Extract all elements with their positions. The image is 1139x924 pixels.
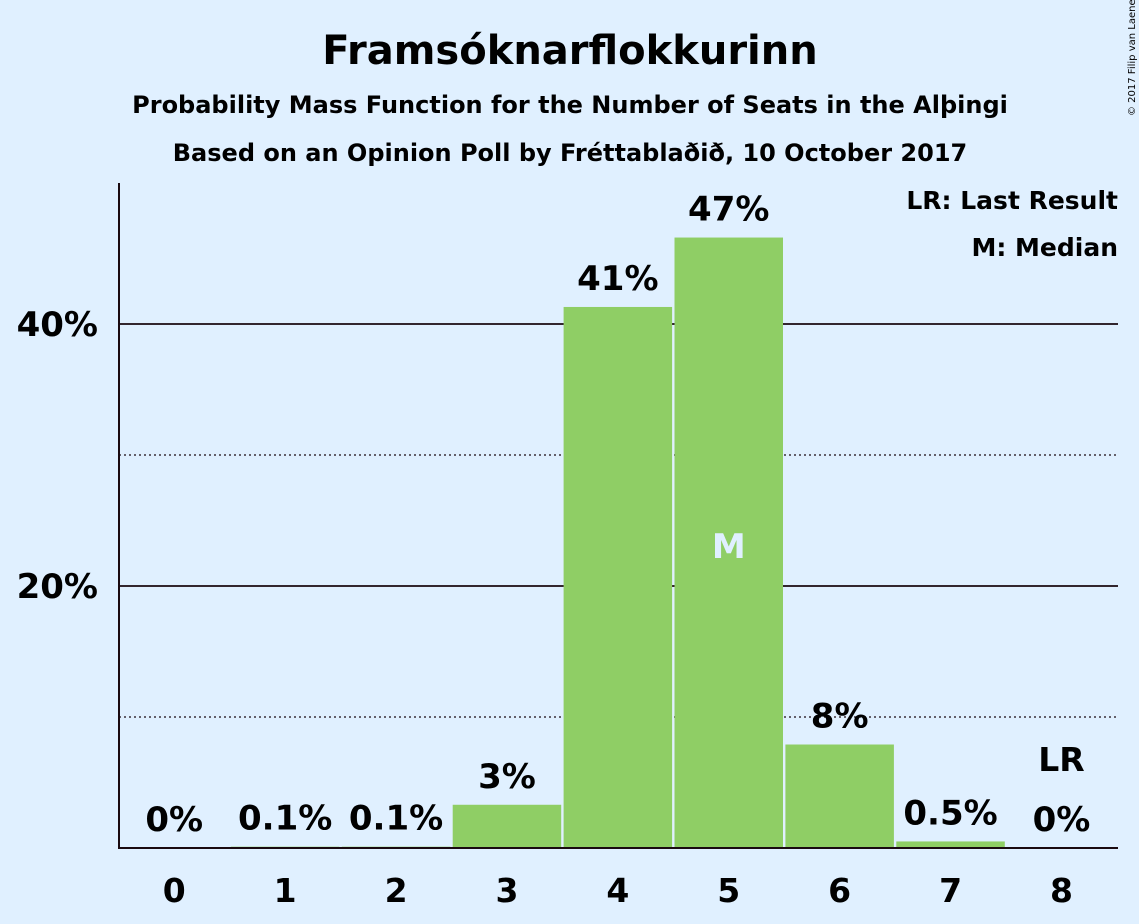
chart-title: Framsóknarflokkurinn [322,28,817,74]
chart-subtitle-source: Based on an Opinion Poll by Fréttablaðið… [173,139,967,167]
bars-layer [230,237,1005,849]
x-tick-label: 5 [717,871,740,910]
axes-layer: 20% 40% 0 1 2 3 4 5 6 7 8 [17,183,1118,910]
bar [785,744,894,848]
bar [452,804,562,848]
bar-value-label: 0.1% [349,799,443,839]
x-tick-label: 3 [495,871,518,910]
legend-entry: LR: Last Result [906,186,1118,215]
bar [563,306,673,849]
bar [896,841,1005,848]
y-tick-label: 40% [17,305,98,345]
bar-value-label: 47% [688,190,769,230]
chart-subtitle: Probability Mass Function for the Number… [132,91,1008,119]
legend-layer: LR: Last Result M: Median [906,186,1118,262]
bar-value-label: 0.5% [903,793,997,833]
x-tick-label: 0 [163,871,186,910]
bar-value-label: 41% [577,259,658,299]
labels-layer: 0% 0.1% 0.1% 3% 41% 47% 8% 0.5% 0% M LR [145,190,1090,840]
x-tick-label: 8 [1050,871,1073,910]
bar-value-label: 3% [478,757,536,797]
median-marker: M [712,527,746,567]
bar-value-label: 0.1% [238,799,332,839]
x-tick-label: 4 [606,871,629,910]
x-tick-label: 1 [274,871,297,910]
x-tick-label: 7 [939,871,962,910]
legend-entry: M: Median [971,233,1118,262]
y-tick-label: 20% [17,567,98,607]
bar-value-label: 8% [811,697,869,737]
bar [674,237,783,849]
bar-value-label: 0% [1033,800,1091,840]
bar-value-label: 0% [145,800,203,840]
copyright-text: © 2017 Filip van Laenen [1127,0,1138,116]
last-result-marker: LR [1038,740,1084,779]
x-tick-label: 2 [385,871,408,910]
x-tick-label: 6 [828,871,851,910]
